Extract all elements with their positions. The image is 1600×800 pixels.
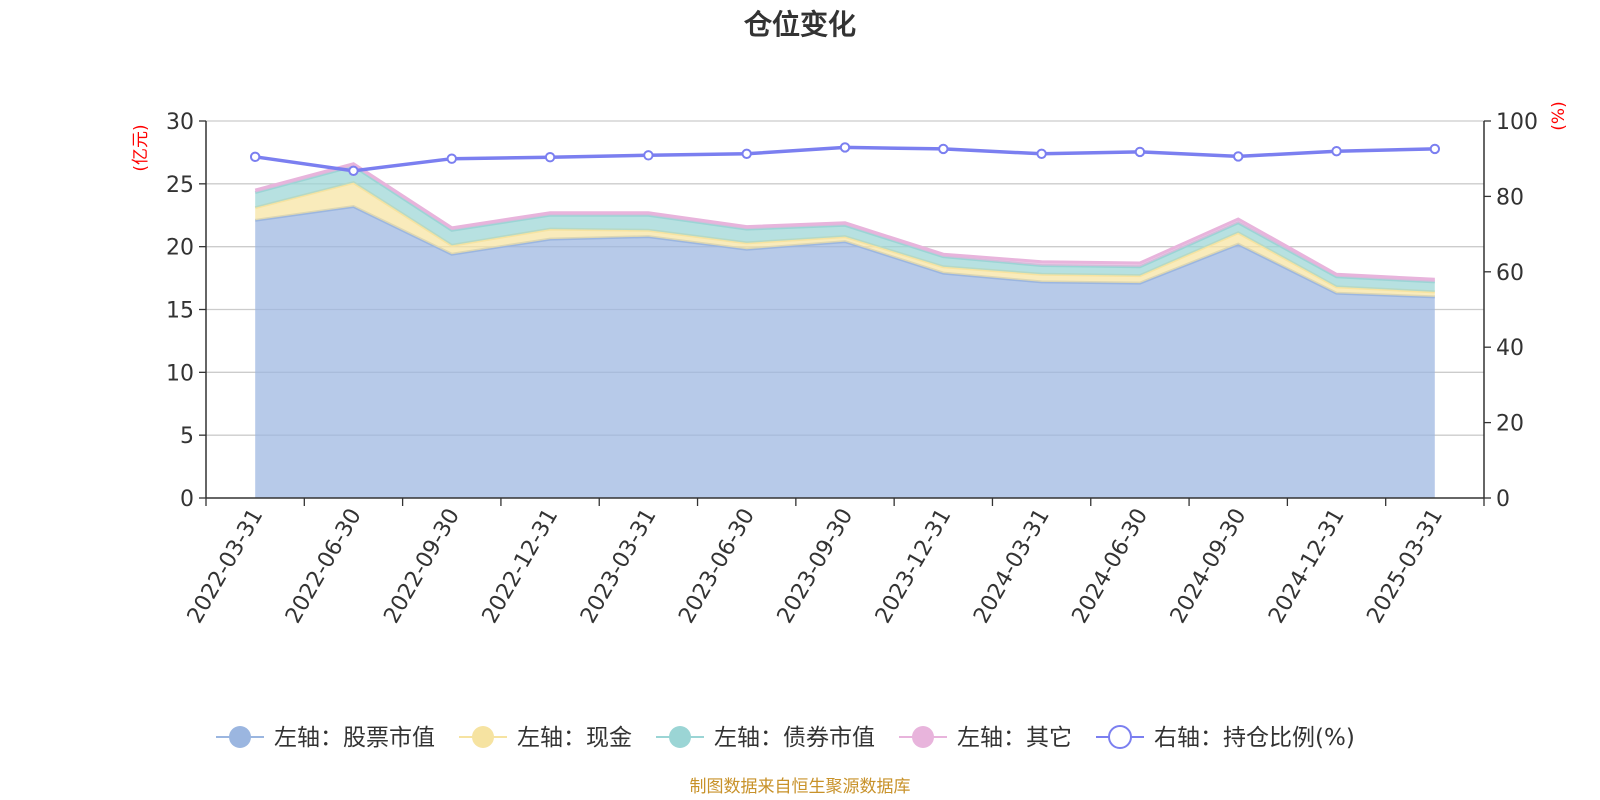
legend-label: 左轴：债券市值 (714, 725, 875, 751)
area-edge-其它 (254, 162, 1435, 281)
chart-title: 仓位变化 (744, 8, 856, 41)
area-现金 (255, 182, 1435, 297)
ratio-point (348, 165, 359, 176)
x-tick-label: 2025-03-31 (1362, 505, 1448, 628)
area-债券市值 (255, 166, 1435, 292)
ratio-point (1331, 145, 1342, 157)
legend-dot-icon (229, 726, 251, 748)
legend-item[interactable]: 左轴：现金 (459, 725, 632, 751)
right-tick-label: 20 (1496, 412, 1524, 437)
right-tick-label: 40 (1496, 336, 1524, 361)
legend-item[interactable]: 左轴：其它 (899, 725, 1072, 751)
x-tick-label: 2023-06-30 (674, 505, 760, 628)
x-tick-label: 2024-09-30 (1166, 505, 1252, 628)
legend-label: 左轴：股票市值 (274, 725, 435, 751)
ratio-point (1233, 151, 1244, 162)
x-tick-label: 2022-03-31 (183, 505, 269, 628)
x-tick-label: 2022-09-30 (379, 505, 465, 628)
x-tick-label: 2024-12-31 (1264, 505, 1350, 628)
x-tick-label: 2023-12-31 (871, 504, 957, 627)
ratio-point (643, 150, 654, 161)
right-tick-label: 80 (1496, 185, 1524, 210)
area-股票市值 (255, 206, 1435, 498)
ratio-point (544, 151, 556, 163)
ratio-line-series (249, 142, 1441, 176)
legend-label: 左轴：其它 (957, 725, 1072, 751)
legend-dot-icon (912, 726, 934, 748)
x-tick-label: 2024-06-30 (1068, 505, 1154, 628)
x-tick-label: 2024-03-31 (969, 505, 1055, 628)
legend-label: 右轴：持仓比例(%) (1154, 725, 1355, 751)
legend-dot-icon (472, 726, 494, 748)
legend-label: 左轴：现金 (517, 725, 632, 751)
legend-item[interactable]: 左轴：股票市值 (216, 725, 435, 751)
left-tick-label: 0 (180, 487, 194, 512)
legend-item[interactable]: 右轴：持仓比例(%) (1096, 725, 1355, 751)
ratio-point (446, 153, 457, 164)
x-tick-label: 2022-12-31 (478, 505, 564, 628)
x-tick-label: 2022-06-30 (281, 505, 367, 628)
legend-item[interactable]: 左轴：债券市值 (656, 725, 875, 751)
x-tick-label: 2023-09-30 (773, 505, 859, 628)
ratio-point (249, 151, 261, 163)
right-tick-label: 60 (1496, 261, 1524, 286)
left-axis-unit: (亿元) (131, 124, 151, 171)
legend[interactable]: 左轴：股票市值 左轴：现金 左轴：债券市值 左轴：其它 右轴：持仓比例(%) (216, 725, 1355, 751)
left-tick-label: 5 (180, 424, 194, 449)
stacked-areas (254, 162, 1435, 498)
right-tick-label: 100 (1496, 110, 1538, 135)
ratio-point (1036, 148, 1047, 159)
legend-circle-icon (1108, 725, 1132, 749)
ratio-point (839, 142, 851, 153)
legend-dot-icon (669, 726, 691, 748)
ratio-point (741, 148, 752, 159)
x-tick-label: 2023-03-31 (576, 505, 662, 628)
ratio-point (1134, 146, 1146, 158)
left-tick-label: 20 (166, 236, 194, 261)
right-tick-label: 0 (1496, 487, 1510, 512)
data-source-note: 制图数据来自恒生聚源数据库 (690, 777, 911, 797)
right-axis-unit: (%) (1549, 101, 1569, 130)
left-tick-label: 15 (166, 299, 194, 324)
ratio-point (1429, 143, 1441, 155)
left-tick-label: 25 (166, 173, 194, 198)
ratio-point (938, 143, 949, 155)
left-tick-label: 30 (166, 110, 194, 135)
left-tick-label: 10 (166, 361, 194, 386)
